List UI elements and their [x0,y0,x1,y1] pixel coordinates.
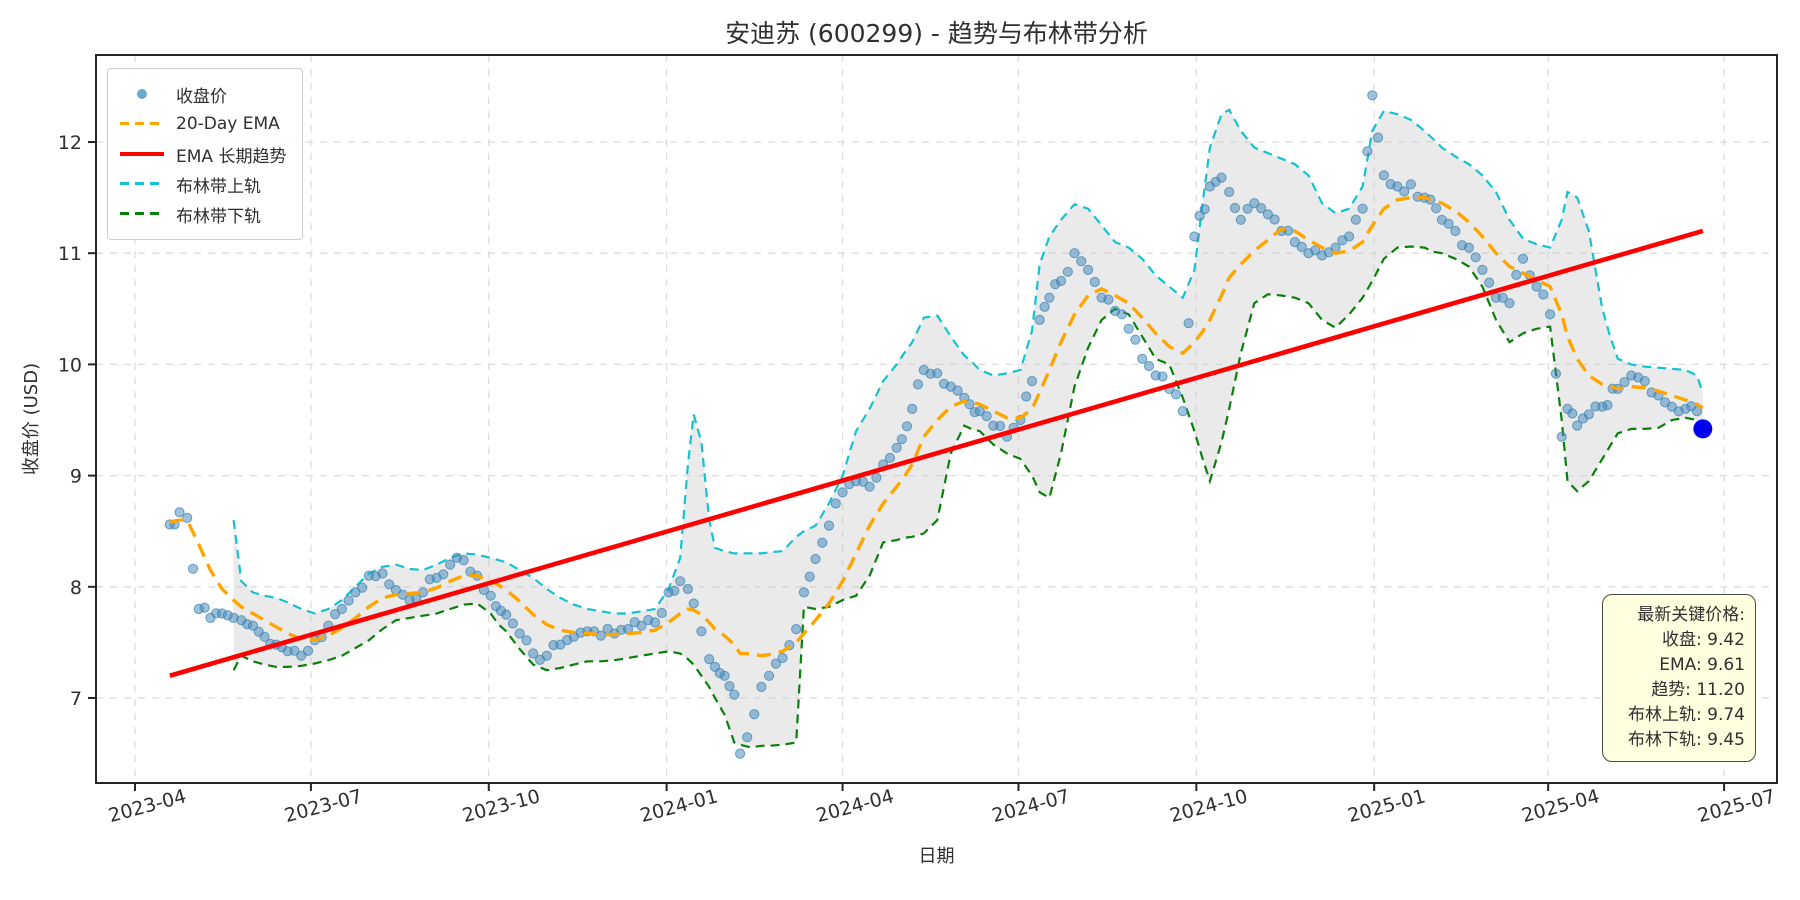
dashed-line-icon [120,174,164,194]
data-series [164,90,1713,759]
dashed-line-icon [120,204,164,224]
annotation-lower-band: 布林下轨: 9.45 [1628,730,1745,750]
svg-text:2023-10: 2023-10 [460,785,542,827]
svg-text:12: 12 [58,132,82,154]
x-axis-label: 日期 [918,846,955,867]
y-axis-label: 收盘价 (USD) [21,362,42,476]
legend: 收盘价 20-Day EMA EMA 长期趋势 布林带上轨 布林带下轨 [107,68,303,240]
annotation-title: 最新关键价格: [1637,605,1745,625]
svg-text:2025-04: 2025-04 [1519,785,1601,827]
legend-label: 布林带下轨 [176,206,261,227]
svg-text:2024-01: 2024-01 [638,785,720,827]
svg-text:7: 7 [70,688,82,710]
legend-item-ema: 20-Day EMA [120,109,290,139]
latest-prices-annotation: 最新关键价格: 收盘: 9.42 EMA: 9.61 趋势: 11.20 布林上… [1602,594,1756,762]
legend-label: 收盘价 [176,86,227,107]
svg-text:2023-07: 2023-07 [282,785,364,827]
svg-text:2025-07: 2025-07 [1695,785,1777,827]
legend-label: 布林带上轨 [176,176,261,197]
svg-text:11: 11 [58,243,82,265]
svg-text:9: 9 [70,466,82,488]
legend-label: EMA 长期趋势 [176,146,287,167]
scatter-marker-icon [120,84,164,104]
svg-text:8: 8 [70,577,82,599]
annotation-upper-band: 布林上轨: 9.74 [1628,705,1745,725]
svg-text:2024-10: 2024-10 [1168,785,1250,827]
svg-text:10: 10 [58,354,82,376]
svg-text:2025-01: 2025-01 [1345,785,1427,827]
solid-line-icon [120,144,164,164]
annotation-trend: 趋势: 11.20 [1651,680,1745,700]
svg-text:2023-04: 2023-04 [106,785,188,827]
bollinger-band-fill [233,109,1703,748]
legend-item-trend: EMA 长期趋势 [120,139,290,169]
legend-item-close: 收盘价 [120,79,290,109]
annotation-ema: EMA: 9.61 [1659,655,1745,675]
legend-item-upper-band: 布林带上轨 [120,169,290,199]
svg-text:2024-07: 2024-07 [990,785,1072,827]
svg-text:2024-04: 2024-04 [814,785,896,827]
page-title: 安迪苏 (600299) - 趋势与布林带分析 [725,19,1148,48]
annotation-close: 收盘: 9.42 [1662,630,1745,650]
legend-label: 20-Day EMA [176,114,280,134]
dashed-line-icon [120,114,164,134]
legend-item-lower-band: 布林带下轨 [120,199,290,229]
